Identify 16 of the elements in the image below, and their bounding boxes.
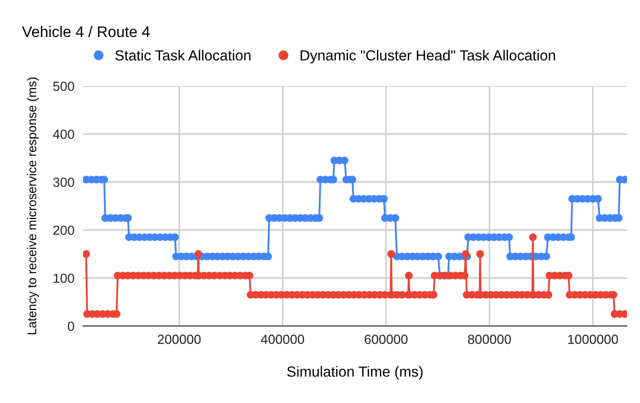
y-tick-label: 200: [53, 226, 74, 235]
x-tick-label: 800000: [468, 334, 511, 344]
y-tick-label: 300: [53, 178, 74, 187]
x-tick-label: 600000: [364, 334, 408, 344]
y-tick-label: 500: [53, 82, 74, 91]
chart-title: Vehicle 4 / Route 4: [22, 26, 150, 38]
y-tick-label: 400: [52, 130, 74, 139]
x-tick-label: 1000000: [568, 334, 618, 344]
y-tick-label: 0: [68, 322, 74, 331]
y-axis-title: Latency to receive microservice response (ms): [27, 78, 39, 334]
legend-label: Dynamic "Cluster Head" Task Allocation: [300, 50, 556, 64]
legend-label: Static Task Allocation: [115, 50, 250, 61]
x-tick-label: 400000: [260, 334, 304, 344]
x-axis-title: Simulation Time (ms): [287, 366, 423, 380]
x-tick-label: 200000: [158, 334, 201, 344]
y-tick-label: 100: [54, 274, 74, 283]
